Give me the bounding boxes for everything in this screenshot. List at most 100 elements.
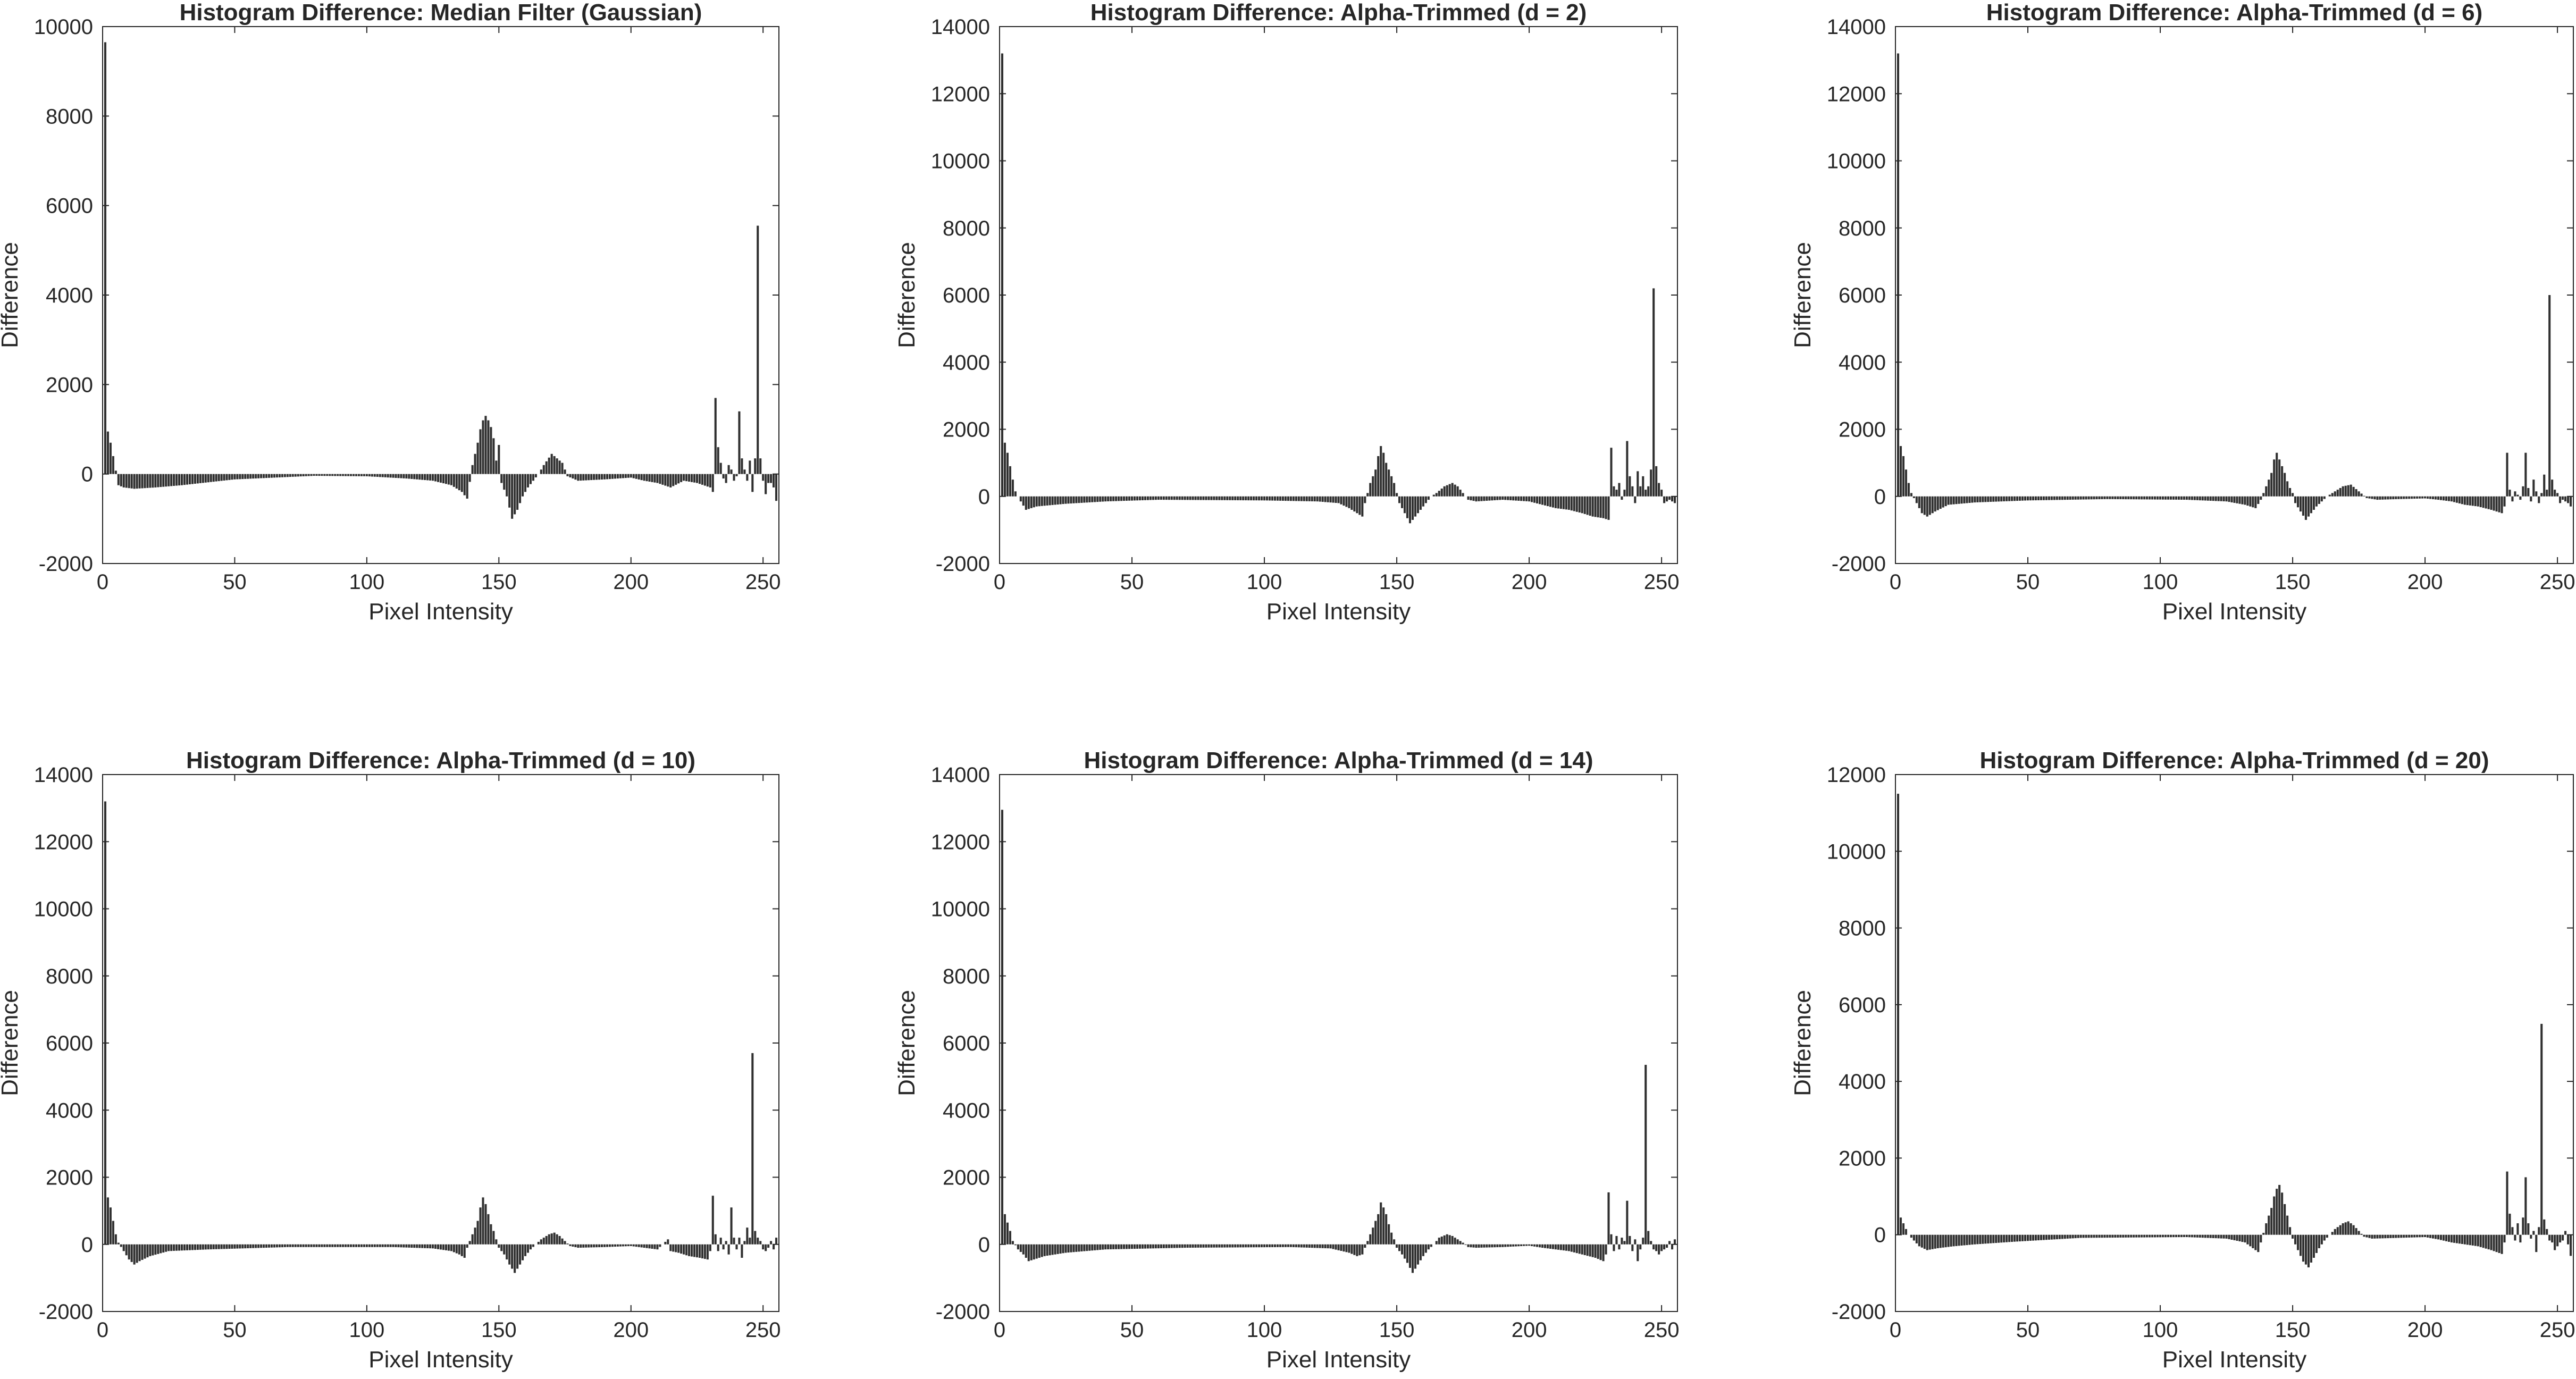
bar	[202, 474, 204, 483]
bar	[2082, 496, 2085, 500]
bar	[1374, 1221, 1377, 1245]
bar	[2026, 496, 2029, 501]
bar	[165, 1244, 167, 1252]
bar	[1400, 496, 1404, 508]
bar	[2395, 1234, 2397, 1238]
bar	[1128, 1244, 1131, 1249]
bar	[2265, 486, 2268, 497]
bar	[1446, 1234, 1448, 1245]
bar	[1078, 1244, 1080, 1252]
bar	[1408, 496, 1412, 524]
bar	[318, 474, 321, 476]
bar	[138, 1244, 141, 1262]
bar	[2024, 496, 2027, 501]
bar	[2225, 496, 2228, 502]
bar	[188, 1244, 191, 1250]
bar	[1149, 1244, 1152, 1249]
bar	[2320, 1234, 2323, 1245]
bar	[1393, 483, 1396, 497]
bar	[1205, 1244, 1207, 1248]
bar	[2474, 496, 2477, 507]
bar	[2471, 496, 2474, 506]
bar	[2008, 496, 2011, 501]
x-tick-label: 250	[745, 1318, 781, 1342]
x-axis-label: Pixel Intensity	[2162, 599, 2306, 625]
y-tick-label: 4000	[46, 1099, 93, 1122]
bar	[519, 1244, 522, 1265]
bar	[717, 447, 719, 474]
bar	[1403, 1244, 1406, 1259]
bar	[2249, 496, 2252, 507]
bar	[352, 1244, 355, 1247]
bar	[500, 1244, 503, 1251]
bar	[2204, 1234, 2206, 1238]
chart-title: Histogram Difference: Alpha-Trimmed (d =…	[186, 747, 695, 773]
bar	[1067, 496, 1070, 504]
bar	[2061, 1234, 2063, 1239]
bar	[376, 474, 379, 477]
bar	[263, 1244, 265, 1248]
bar	[283, 1244, 286, 1247]
bar	[321, 474, 323, 476]
bar	[577, 474, 580, 481]
bar	[1475, 1244, 1478, 1248]
bar	[1038, 1244, 1041, 1258]
x-tick-label: 50	[1120, 1318, 1144, 1342]
bar	[1915, 496, 1918, 503]
bar	[1126, 496, 1128, 501]
bar	[651, 474, 653, 482]
bar	[2524, 1177, 2527, 1235]
bar	[2230, 496, 2233, 503]
bar	[389, 474, 392, 478]
bar	[1904, 469, 1907, 497]
bar	[632, 1244, 635, 1247]
bar	[635, 1244, 637, 1247]
bar	[220, 1244, 223, 1249]
bar	[1091, 496, 1094, 502]
bar	[1051, 496, 1054, 505]
bar	[1292, 496, 1295, 501]
bar	[1305, 1244, 1308, 1248]
bar	[389, 1244, 392, 1247]
bar	[347, 1244, 350, 1247]
bar	[703, 474, 706, 486]
bar	[2196, 496, 2199, 500]
bar	[1958, 496, 1960, 504]
bar	[199, 1244, 202, 1250]
bar	[313, 1244, 315, 1247]
bar	[1311, 496, 1313, 502]
bar	[1332, 1244, 1335, 1249]
bar	[2569, 496, 2572, 507]
bar	[2034, 496, 2037, 501]
bar	[466, 474, 468, 499]
y-tick-label: -2000	[1832, 552, 1886, 576]
bar	[2363, 1234, 2365, 1237]
bar	[1319, 1244, 1321, 1248]
bar	[1671, 496, 1674, 502]
bar	[1578, 1244, 1581, 1254]
bar	[468, 1241, 471, 1245]
bar	[2427, 496, 2429, 499]
bar	[162, 474, 165, 487]
bar	[2294, 1234, 2297, 1245]
bar	[1507, 1244, 1509, 1247]
bar	[733, 1238, 735, 1245]
bar	[537, 1242, 540, 1245]
bar	[299, 1244, 302, 1247]
bar	[241, 1244, 244, 1249]
bar	[2063, 1234, 2066, 1239]
bar	[1030, 496, 1033, 508]
bar	[400, 1244, 402, 1248]
bar	[2397, 496, 2400, 499]
bar	[1618, 483, 1621, 497]
bar	[1080, 496, 1083, 503]
y-tick-label: 2000	[1839, 418, 1886, 442]
bar	[1072, 496, 1075, 503]
bar	[408, 474, 410, 479]
bar	[1660, 490, 1663, 497]
bar	[2469, 1234, 2471, 1246]
bar	[2214, 1234, 2217, 1239]
bar	[564, 1241, 566, 1245]
bar	[144, 474, 146, 489]
y-tick-label: 10000	[931, 898, 990, 921]
